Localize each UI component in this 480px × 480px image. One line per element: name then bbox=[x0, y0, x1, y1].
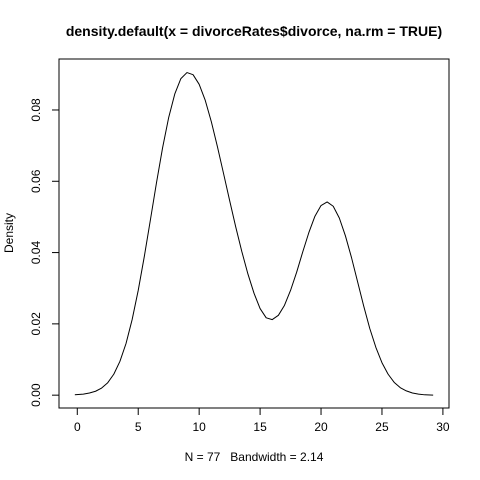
density-curve bbox=[74, 72, 434, 396]
y-axis-label: Density bbox=[2, 213, 16, 253]
x-tick-label: 0 bbox=[74, 420, 81, 434]
y-tick-label: 0.06 bbox=[29, 169, 43, 193]
x-tick-label: 30 bbox=[436, 420, 450, 434]
x-tick-label: 20 bbox=[314, 420, 328, 434]
x-tick-label: 10 bbox=[192, 420, 206, 434]
series-layer bbox=[74, 72, 434, 396]
chart-title: density.default(x = divorceRates$divorce… bbox=[66, 23, 442, 39]
y-tick-label: 0.08 bbox=[29, 98, 43, 122]
x-tick-label: 5 bbox=[135, 420, 142, 434]
y-tick-label: 0.04 bbox=[29, 241, 43, 265]
y-axis: 0.00 0.02 0.04 0.06 0.08 bbox=[29, 98, 60, 407]
x-axis-label: N = 77 Bandwidth = 2.14 bbox=[185, 450, 324, 464]
x-tick-label: 15 bbox=[253, 420, 267, 434]
plot-box bbox=[58, 58, 450, 409]
x-tick-label: 25 bbox=[375, 420, 389, 434]
x-axis: 0 5 10 15 20 25 30 bbox=[74, 407, 450, 434]
y-tick-label: 0.02 bbox=[29, 312, 43, 336]
y-tick-label: 0.00 bbox=[29, 383, 43, 407]
